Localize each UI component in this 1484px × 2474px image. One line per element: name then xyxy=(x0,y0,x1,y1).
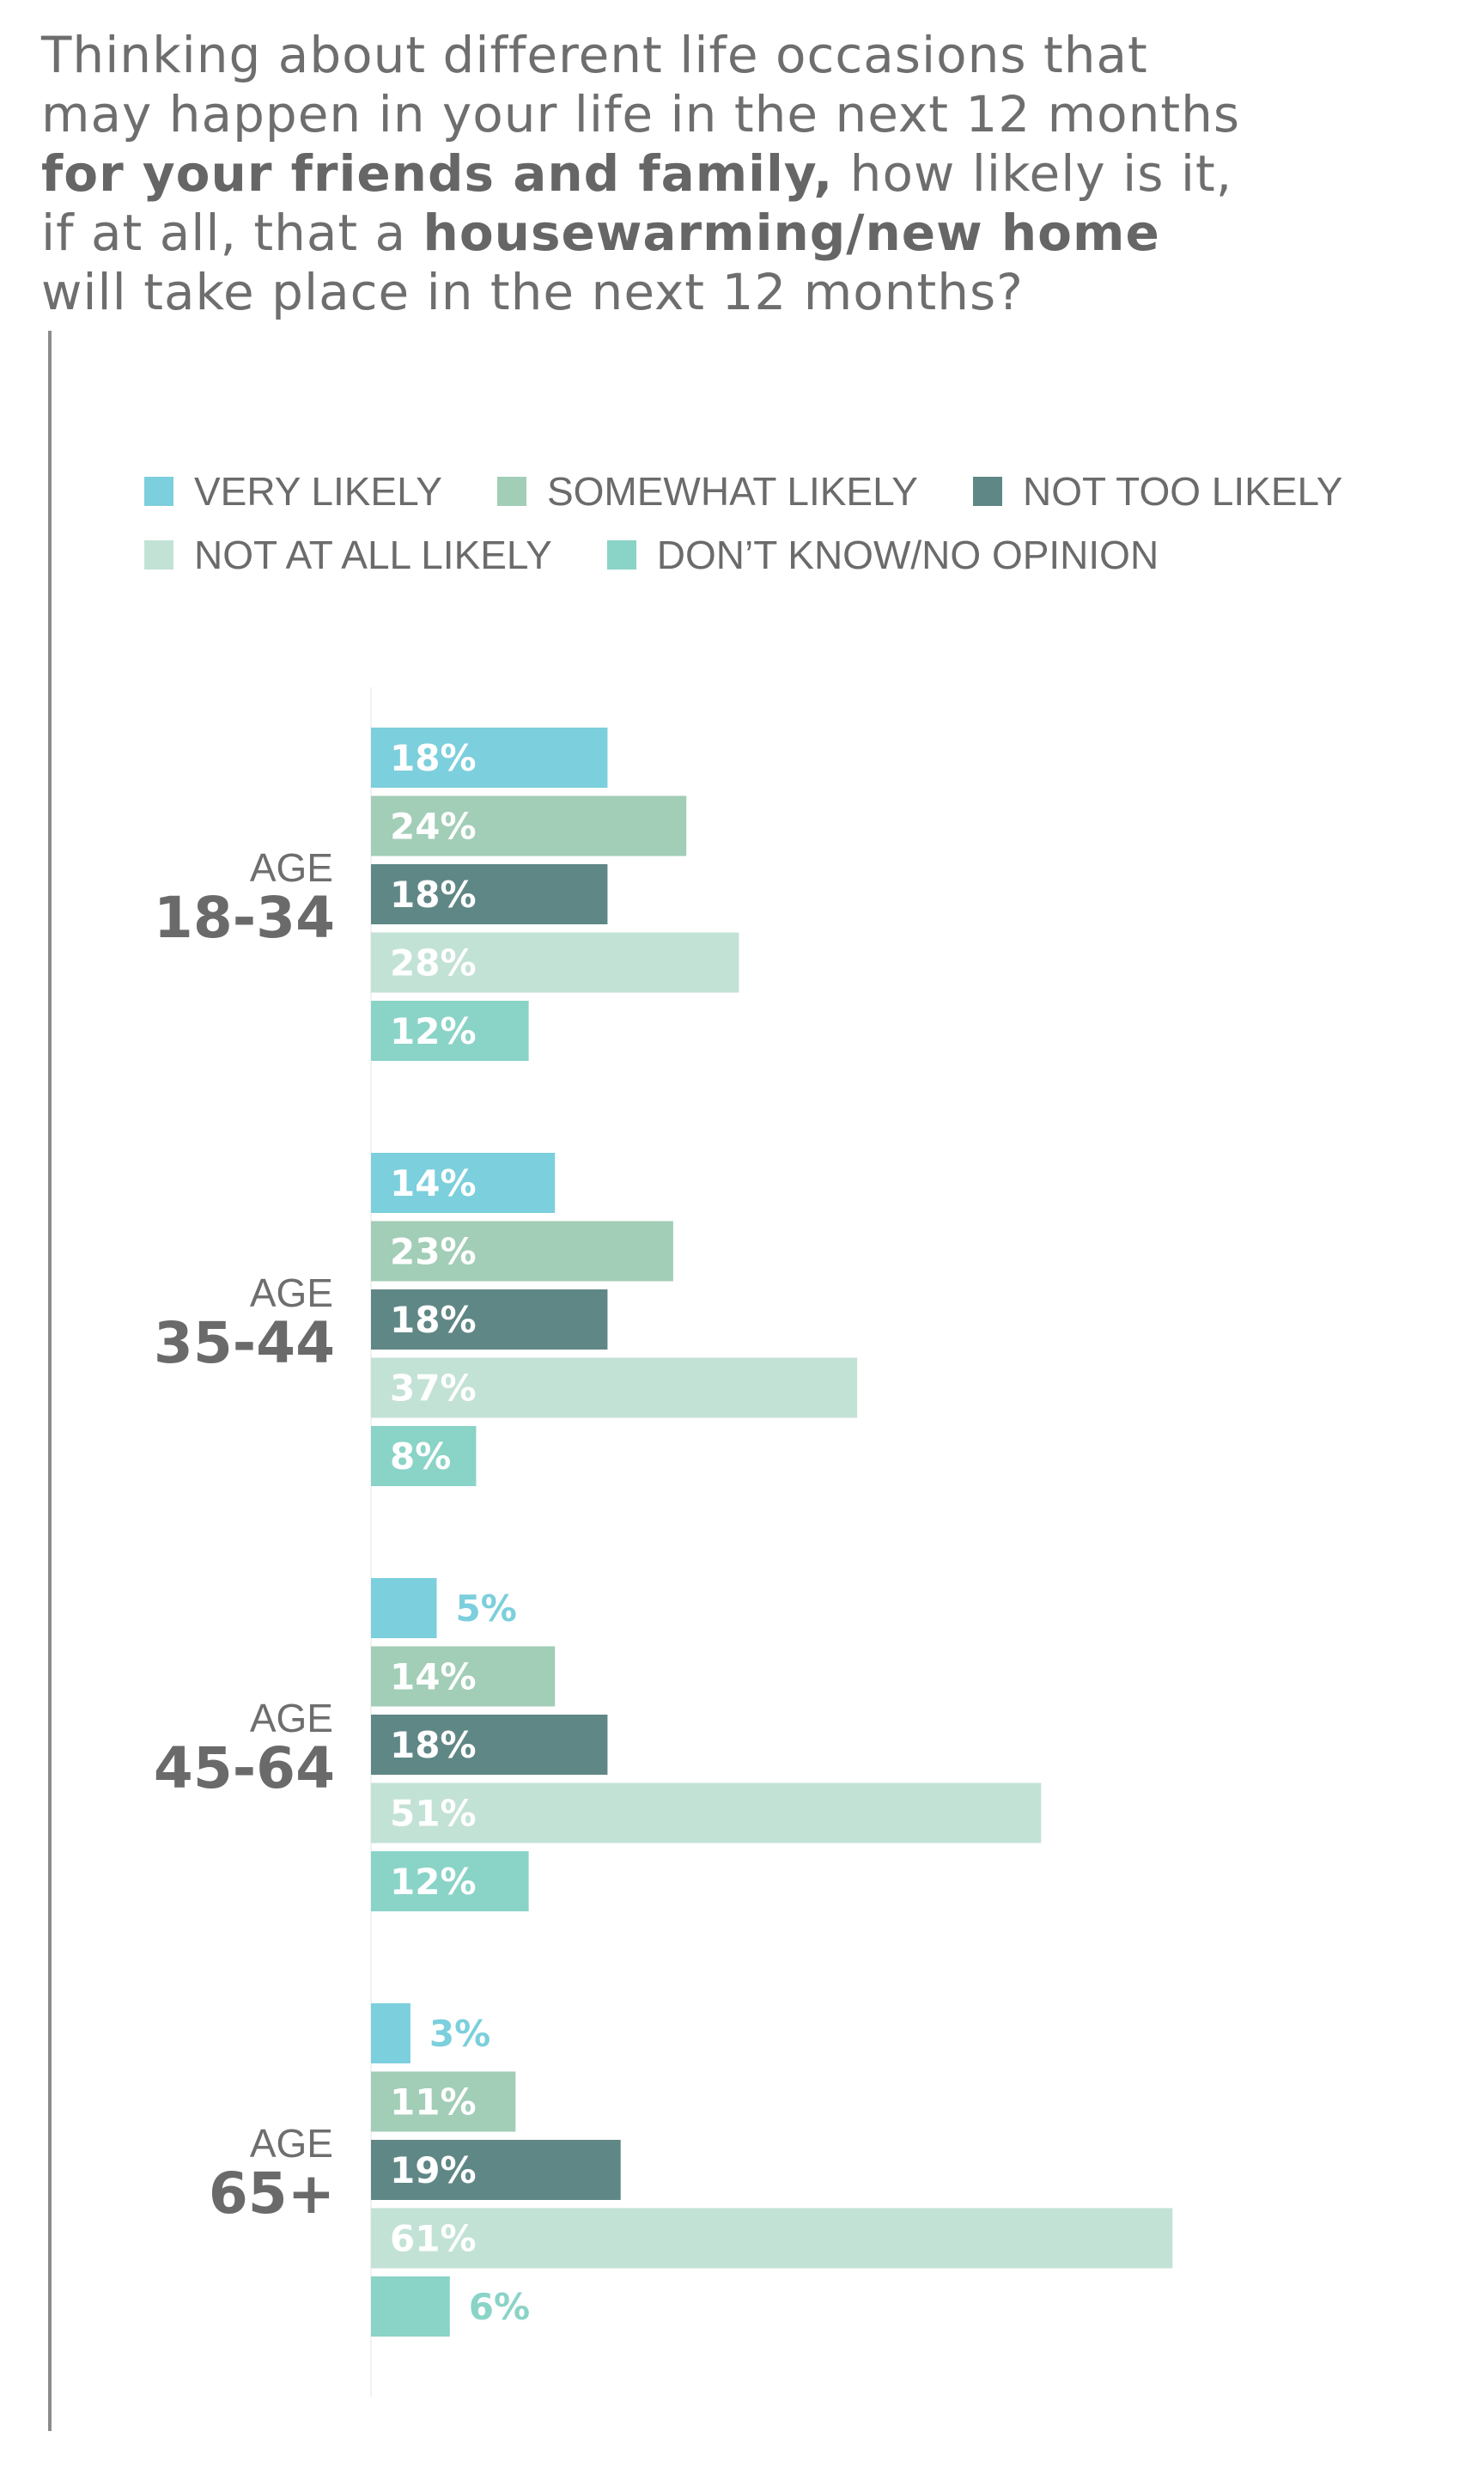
question-line-1: Thinking about different life occasions … xyxy=(41,26,1148,84)
bar-label-65-dont-know: 6% xyxy=(469,2286,530,2328)
bar-45-64-very-likely xyxy=(371,1578,437,1638)
legend-swatch-not-at-all-likely xyxy=(144,540,173,570)
group-label-range-18-34: 18-34 xyxy=(154,885,335,951)
group-label-top-35-44: AGE xyxy=(250,1271,333,1315)
bar-label-35-44-dont-know: 8% xyxy=(390,1435,451,1478)
bar-65-somewhat-likely xyxy=(371,2071,516,2132)
question-line-2: may happen in your life in the next 12 m… xyxy=(41,85,1241,143)
legend-item-not-at-all-likely: NOT AT ALL LIKELY xyxy=(144,532,552,578)
bar-18-34-not-at-all-likely xyxy=(371,932,739,993)
bar-45-64-somewhat-likely xyxy=(371,1646,556,1707)
legend-row-2: NOT AT ALL LIKELY DON’T KNOW/NO OPINION xyxy=(144,523,1432,587)
bar-18-34-somewhat-likely xyxy=(371,795,687,856)
group-label-range-45-64: 45-64 xyxy=(154,1735,335,1801)
legend-row-1: VERY LIKELY SOMEWHAT LIKELY NOT TOO LIKE… xyxy=(144,460,1432,523)
bar-35-44-not-at-all-likely xyxy=(371,1357,858,1418)
bar-18-34-very-likely xyxy=(371,728,608,788)
bar-35-44-not-too-likely xyxy=(371,1289,608,1350)
legend-swatch-very-likely xyxy=(144,477,173,506)
left-divider xyxy=(48,331,52,2431)
legend-item-dont-know: DON’T KNOW/NO OPINION xyxy=(606,532,1159,578)
question-emphasis-friends-family: for your friends and family, xyxy=(41,144,834,203)
bar-label-45-64-not-too-likely: 18% xyxy=(390,1724,477,1766)
legend-swatch-not-too-likely xyxy=(972,477,1002,506)
question-line-3-rest: how likely is it, xyxy=(833,144,1233,203)
bar-65-dont-know xyxy=(371,2276,450,2337)
question-line-4: if at all, that a housewarming/new home xyxy=(41,204,1450,263)
bar-45-64-not-at-all-likely xyxy=(371,1782,1042,1843)
bar-label-65-somewhat-likely: 11% xyxy=(390,2081,477,2124)
bar-label-18-34-not-too-likely: 18% xyxy=(390,874,477,916)
question-text: Thinking about different life occasions … xyxy=(41,26,1450,322)
bar-label-45-64-somewhat-likely: 14% xyxy=(390,1656,477,1698)
bar-65-very-likely xyxy=(371,2003,411,2063)
bar-label-18-34-dont-know: 12% xyxy=(390,1010,477,1052)
bar-18-34-not-too-likely xyxy=(371,864,608,924)
bar-label-35-44-not-too-likely: 18% xyxy=(390,1299,477,1341)
group-label-top-18-34: AGE xyxy=(250,845,333,890)
bar-label-18-34-not-at-all-likely: 28% xyxy=(390,942,477,984)
bar-65-not-at-all-likely xyxy=(371,2208,1173,2269)
bar-label-45-64-very-likely: 5% xyxy=(456,1587,517,1630)
bar-45-64-dont-know xyxy=(371,1851,529,1911)
bar-label-18-34-very-likely: 18% xyxy=(390,737,477,779)
legend-label-not-at-all-likely: NOT AT ALL LIKELY xyxy=(194,533,552,577)
question-line-4-pre: if at all, that a xyxy=(41,204,423,262)
bar-label-35-44-somewhat-likely: 23% xyxy=(390,1231,477,1273)
legend-label-somewhat-likely: SOMEWHAT LIKELY xyxy=(546,469,918,514)
legend-item-not-too-likely: NOT TOO LIKELY xyxy=(972,468,1343,515)
bar-35-44-somewhat-likely xyxy=(371,1221,673,1282)
bar-label-45-64-not-at-all-likely: 51% xyxy=(390,1793,477,1835)
legend-label-very-likely: VERY LIKELY xyxy=(194,469,442,514)
bar-35-44-very-likely xyxy=(371,1153,556,1213)
bar-label-35-44-not-at-all-likely: 37% xyxy=(390,1368,477,1410)
bar-label-65-not-too-likely: 19% xyxy=(390,2149,477,2191)
group-label-range-65: 65+ xyxy=(209,2160,335,2227)
legend-swatch-dont-know xyxy=(606,540,636,570)
group-label-top-65: AGE xyxy=(250,2121,333,2166)
legend-swatch-somewhat-likely xyxy=(496,477,526,506)
chart-legend: VERY LIKELY SOMEWHAT LIKELY NOT TOO LIKE… xyxy=(144,460,1432,587)
question-line-3: for your friends and family, how likely … xyxy=(41,144,1450,204)
bar-label-35-44-very-likely: 14% xyxy=(390,1162,477,1204)
question-emphasis-housewarming: housewarming/new home xyxy=(423,204,1160,262)
bar-45-64-not-too-likely xyxy=(371,1715,608,1775)
group-label-top-45-64: AGE xyxy=(250,1696,333,1740)
question-line-5: will take place in the next 12 months? xyxy=(41,263,1024,321)
bar-18-34-dont-know xyxy=(371,1001,529,1061)
bar-label-18-34-somewhat-likely: 24% xyxy=(390,806,477,848)
bar-65-not-too-likely xyxy=(371,2140,621,2200)
bar-label-45-64-dont-know: 12% xyxy=(390,1861,477,1903)
bar-label-65-very-likely: 3% xyxy=(429,2013,490,2055)
bar-label-65-not-at-all-likely: 61% xyxy=(390,2218,477,2260)
legend-item-somewhat-likely: SOMEWHAT LIKELY xyxy=(496,468,918,515)
legend-label-not-too-likely: NOT TOO LIKELY xyxy=(1022,469,1343,514)
legend-label-dont-know: DON’T KNOW/NO OPINION xyxy=(656,533,1159,577)
legend-item-very-likely: VERY LIKELY xyxy=(144,468,442,515)
group-label-range-35-44: 35-44 xyxy=(154,1310,335,1376)
bar-35-44-dont-know xyxy=(371,1426,477,1486)
